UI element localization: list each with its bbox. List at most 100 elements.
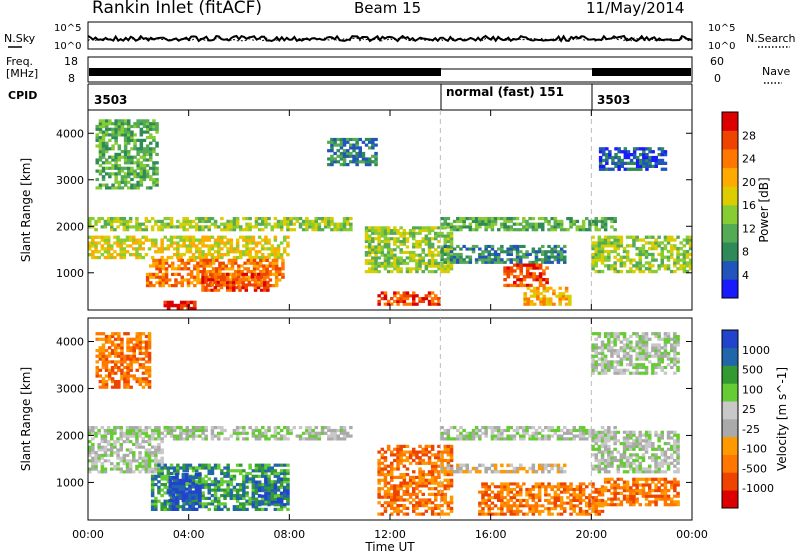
heatmap-cell — [427, 501, 432, 505]
heatmap-cell — [651, 155, 655, 160]
heatmap-cell — [120, 337, 124, 341]
heatmap-cell — [298, 437, 303, 441]
heatmap-cell — [673, 244, 677, 248]
heatmap-cell — [138, 363, 143, 367]
heatmap-cell — [116, 225, 120, 229]
heatmap-cell — [147, 332, 152, 336]
heatmap-cell — [552, 302, 556, 306]
heatmap-cell — [386, 481, 391, 485]
heatmap-cell — [572, 496, 576, 500]
heatmap-cell — [437, 264, 441, 268]
heatmap-cell — [607, 241, 611, 245]
heatmap-cell — [465, 434, 469, 438]
heatmap-cell — [217, 235, 221, 239]
heatmap-cell — [220, 507, 224, 511]
heatmap-cell — [144, 368, 149, 372]
heatmap-cell — [185, 491, 189, 495]
heatmap-cell — [138, 228, 142, 232]
heatmap-cell — [449, 469, 454, 474]
heatmap-cell — [569, 428, 573, 433]
heatmap-cell — [273, 469, 278, 473]
heatmap-cell — [673, 261, 677, 265]
heatmap-cell — [459, 258, 463, 262]
heatmap-cell — [685, 252, 690, 257]
heatmap-cell — [139, 172, 144, 176]
heatmap-cell — [241, 272, 245, 276]
heatmap-cell — [235, 496, 240, 500]
heatmap-cell — [437, 506, 441, 510]
heatmap-cell — [188, 428, 193, 433]
heatmap-cell — [412, 291, 416, 295]
heatmap-cell — [125, 467, 130, 471]
heatmap-cell — [247, 280, 252, 284]
heatmap-cell — [629, 161, 634, 165]
heatmap-cell — [598, 164, 603, 168]
heatmap-cell — [623, 155, 628, 160]
heatmap-cell — [130, 158, 134, 162]
heatmap-cell — [500, 485, 504, 489]
heatmap-cell — [232, 428, 237, 433]
heatmap-cell — [377, 245, 381, 249]
heatmap-cell — [547, 250, 551, 254]
heatmap-cell — [123, 161, 128, 165]
heatmap-cell — [308, 222, 312, 226]
heatmap-cell — [430, 245, 435, 249]
heatmap-cell — [286, 483, 290, 487]
heatmap-cell — [217, 499, 221, 503]
heatmap-cell — [229, 496, 234, 500]
heatmap-cell — [616, 235, 620, 239]
heatmap-cell — [550, 507, 554, 511]
heatmap-cell — [613, 261, 617, 265]
heatmap-cell — [257, 428, 262, 433]
heatmap-cell — [128, 434, 133, 438]
heatmap-cell — [408, 259, 413, 263]
heatmap-cell — [160, 507, 164, 511]
heatmap-cell — [339, 431, 344, 435]
heatmap-cell — [171, 493, 176, 497]
heatmap-cell — [415, 264, 419, 268]
heatmap-cell — [283, 250, 287, 254]
heatmap-cell — [100, 434, 105, 438]
heatmap-cell — [198, 238, 202, 242]
heatmap-cell — [108, 138, 112, 142]
heatmap-cell — [110, 442, 114, 446]
heatmap-cell — [478, 509, 482, 513]
nsky-label: N.Sky — [4, 32, 36, 45]
heatmap-cell — [242, 477, 246, 481]
heatmap-cell — [497, 247, 501, 251]
heatmap-cell — [402, 484, 407, 488]
heatmap-cell — [207, 228, 211, 232]
heatmap-cell — [581, 225, 586, 229]
heatmap-cell — [474, 217, 479, 221]
heatmap-cell — [175, 487, 179, 491]
heatmap-cell — [396, 237, 400, 241]
heatmap-cell — [537, 504, 542, 508]
heatmap-cell — [123, 144, 128, 148]
heatmap-cell — [346, 151, 350, 156]
heatmap-cell — [114, 172, 118, 176]
heatmap-cell — [528, 466, 532, 471]
heatmap-cell — [248, 496, 252, 500]
heatmap-cell — [128, 451, 133, 455]
heatmap-cell — [207, 507, 211, 511]
heatmap-cell — [169, 244, 174, 248]
heatmap-cell — [135, 428, 139, 433]
heatmap-cell — [184, 493, 189, 497]
heatmap-cell — [506, 426, 510, 430]
heatmap-cell — [434, 461, 438, 465]
heatmap-cell — [110, 340, 115, 344]
heatmap-cell — [110, 371, 115, 375]
heatmap-cell — [311, 431, 315, 435]
heatmap-cell — [267, 486, 271, 490]
heatmap-cell — [509, 272, 514, 276]
heatmap-cell — [230, 267, 235, 271]
heatmap-cell — [248, 222, 252, 226]
heatmap-cell — [506, 493, 510, 497]
heatmap-cell — [132, 434, 136, 438]
heatmap-cell — [154, 496, 158, 500]
heatmap-cell — [158, 258, 162, 262]
heatmap-cell — [169, 471, 174, 476]
heatmap-cell — [605, 167, 609, 171]
heatmap-cell — [383, 256, 388, 260]
heatmap-cell — [424, 498, 429, 502]
